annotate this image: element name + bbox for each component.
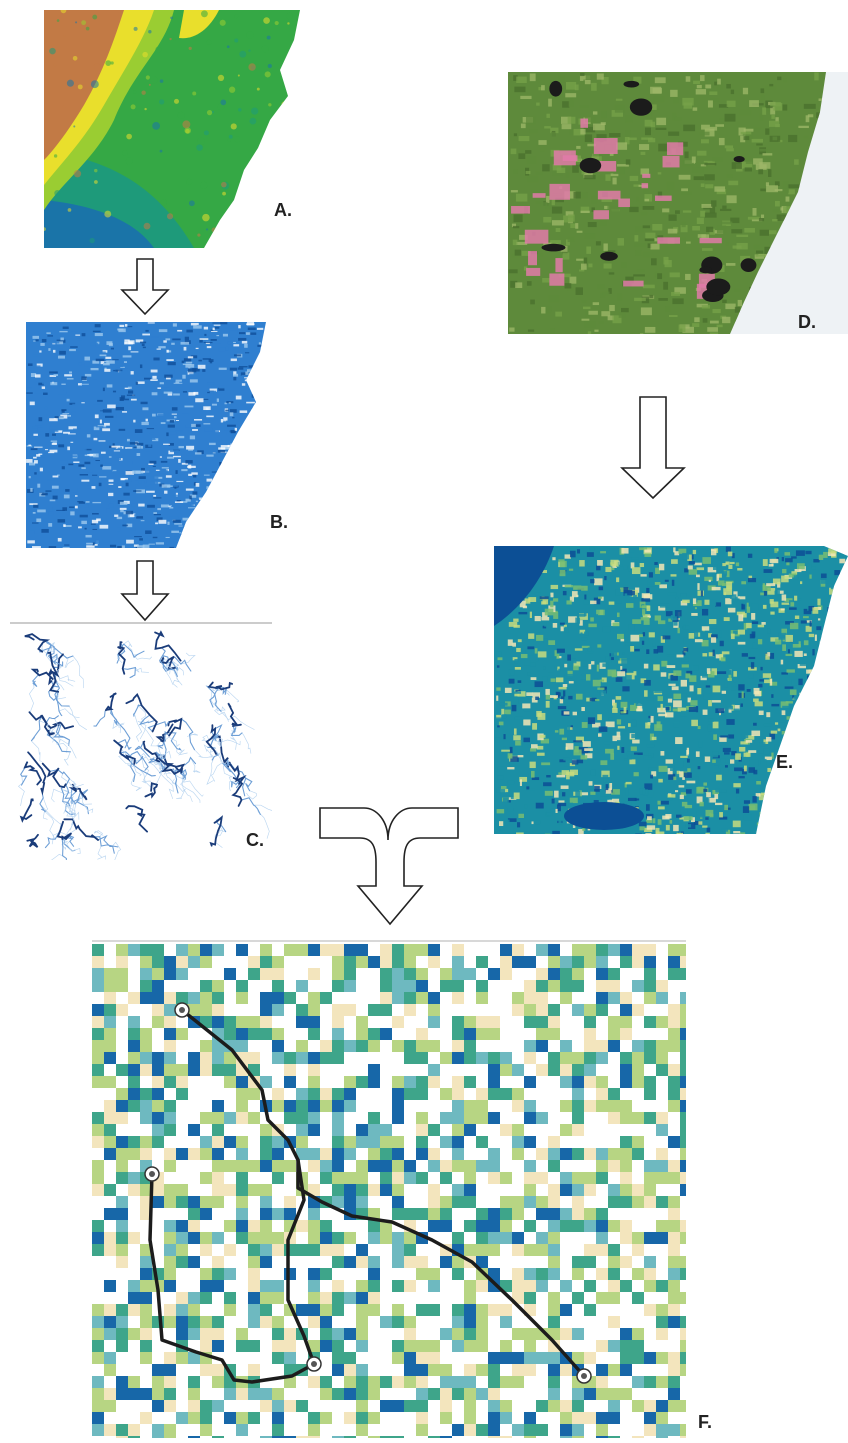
- elevation-raster: [44, 10, 300, 248]
- route-west: [148, 1172, 316, 1384]
- label-c: C.: [246, 830, 264, 850]
- label-a: A.: [274, 200, 292, 220]
- land-cover-raster: [494, 546, 848, 834]
- route-node-icon: [306, 1356, 322, 1372]
- route-node-icon: [174, 1002, 190, 1018]
- down-arrow-a-b: [120, 258, 170, 321]
- label-e: E.: [776, 752, 794, 772]
- label-f: F.: [698, 1412, 713, 1432]
- route-main: [180, 1008, 586, 1378]
- panel-a-elevation-map: [44, 10, 300, 248]
- route-lines: [148, 1008, 586, 1384]
- route-branch: [286, 1158, 316, 1366]
- label-b: B.: [270, 512, 288, 532]
- panel-c-stream-network: [10, 622, 272, 860]
- panel-d-satellite-image: [508, 72, 848, 334]
- merge-arrow: [318, 806, 462, 931]
- route-node-icon: [144, 1166, 160, 1182]
- down-arrow-b-c: [120, 560, 170, 627]
- stream-lines: [18, 630, 272, 860]
- slope-raster: [26, 322, 266, 548]
- route-node-icon: [576, 1368, 592, 1384]
- panel-b-slope-map: [26, 322, 266, 548]
- grid-cells: [92, 944, 686, 1438]
- label-d: D.: [798, 312, 816, 332]
- panel-e-land-cover-map: [494, 546, 848, 834]
- down-arrow-d-e: [620, 396, 686, 505]
- panel-f-route-grid: [92, 940, 686, 1438]
